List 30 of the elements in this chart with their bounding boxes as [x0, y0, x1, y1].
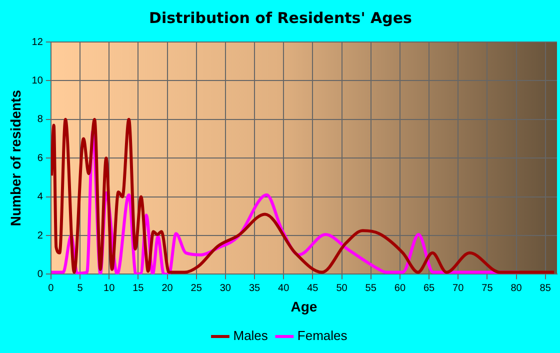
y-tick-label: 6 [37, 152, 44, 164]
x-tick-label: 45 [307, 282, 319, 294]
x-tick-label: 65 [423, 282, 436, 294]
x-tick-label: 50 [336, 282, 348, 294]
y-tick-label: 8 [37, 114, 44, 126]
x-tick-label: 25 [190, 282, 202, 294]
x-axis-title: Age [290, 298, 318, 314]
x-tick-label: 75 [482, 282, 494, 294]
y-axis-title: Number of residents [7, 90, 24, 226]
x-tick-label: 85 [540, 282, 552, 294]
x-tick-label: 10 [104, 282, 116, 294]
y-tick-label: 4 [37, 192, 44, 203]
legend-label: Females [297, 328, 348, 344]
y-tick-label: 10 [32, 75, 44, 86]
x-tick-label: 80 [510, 282, 522, 294]
x-tick-label: 15 [132, 282, 144, 294]
x-tick-label: 5 [77, 282, 84, 294]
x-tick-label: 35 [248, 282, 261, 294]
legend-label: Males [233, 328, 268, 344]
x-tick-label: 60 [394, 282, 406, 294]
x-tick-label: 70 [452, 282, 464, 294]
x-tick-label: 55 [365, 282, 377, 294]
y-tick-label: 2 [37, 230, 44, 242]
x-tick-label: 20 [162, 282, 174, 294]
chart-title: Distribution of Residents' Ages [149, 8, 412, 27]
x-tick-label: 40 [278, 282, 290, 294]
x-tick-label: 30 [220, 282, 232, 294]
y-tick-label: 12 [32, 36, 44, 48]
y-tick-label: 0 [37, 268, 44, 280]
x-tick-label: 0 [48, 282, 54, 294]
